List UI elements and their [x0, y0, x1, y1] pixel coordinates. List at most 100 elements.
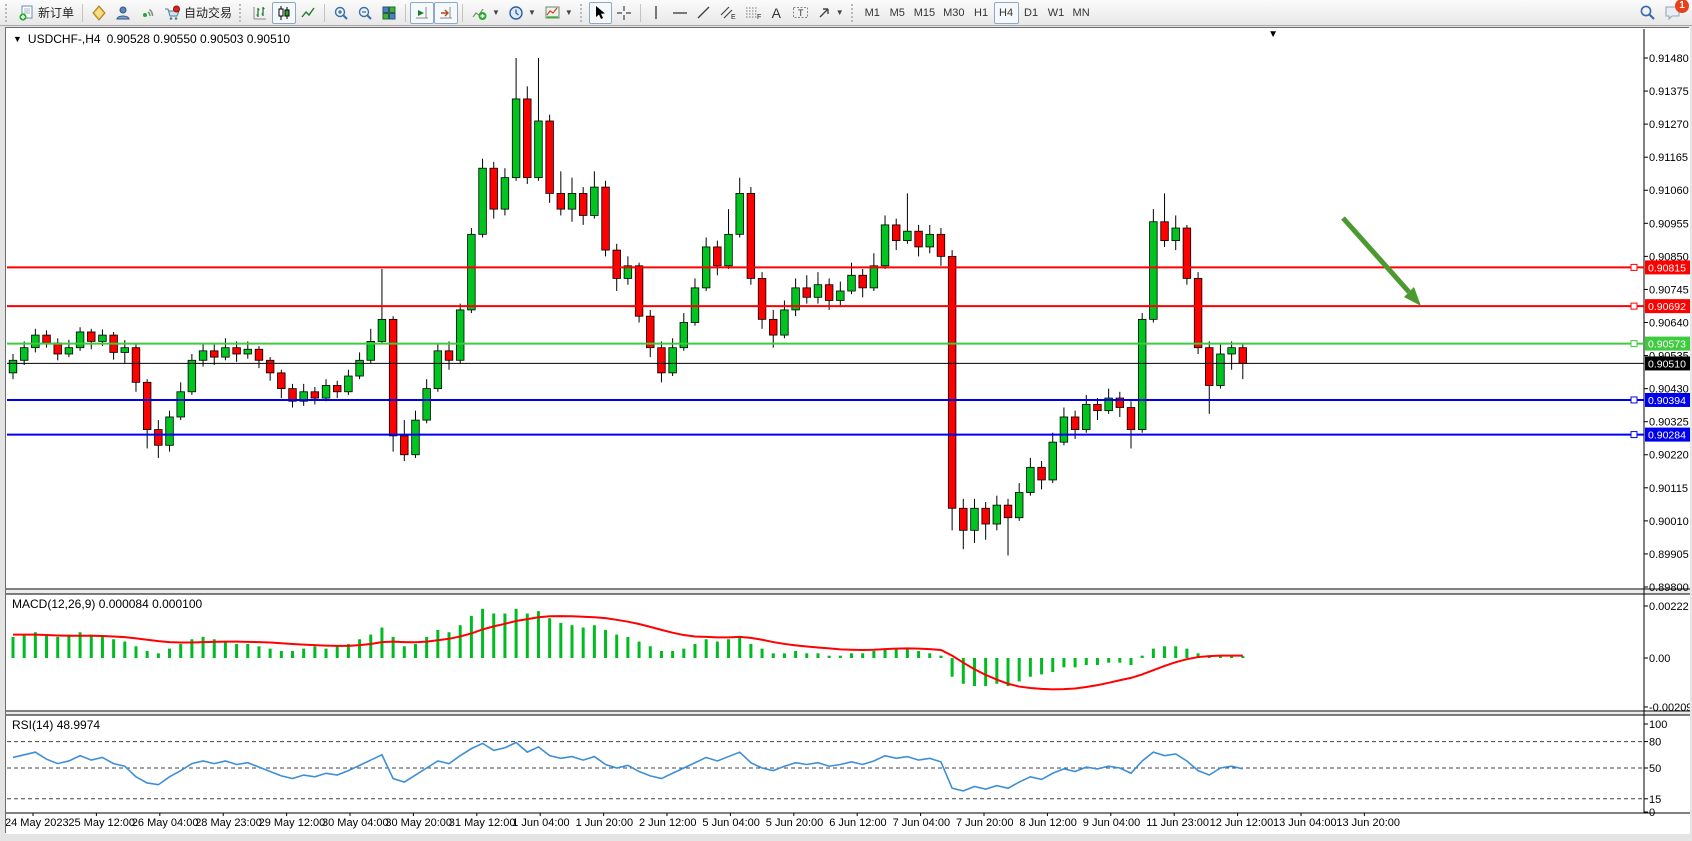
- line-handle[interactable]: [1630, 396, 1638, 404]
- search-icon[interactable]: [1639, 4, 1656, 21]
- indicators-dropdown[interactable]: ▼: [467, 2, 504, 24]
- signals-button[interactable]: [135, 2, 159, 24]
- candlestick-chart-button[interactable]: [272, 1, 297, 24]
- candle-body: [590, 186, 599, 216]
- chart-title: ▼ USDCHF-,H4 0.90528 0.90550 0.90503 0.9…: [13, 32, 290, 46]
- timeframe-button-M15[interactable]: M15: [913, 6, 936, 19]
- chart-ohlc-values: 0.90528 0.90550 0.90503 0.90510: [106, 32, 291, 46]
- zoom-in-button[interactable]: [329, 2, 353, 24]
- arrow-annotation-head[interactable]: [1404, 287, 1421, 306]
- candle-body: [455, 309, 465, 361]
- price-tag-label: 0.90815: [1648, 262, 1686, 274]
- arrows-icon: [819, 8, 829, 18]
- text-button[interactable]: A: [765, 2, 788, 24]
- line-handle[interactable]: [1630, 263, 1638, 271]
- strategy-tester-button[interactable]: [111, 2, 135, 24]
- text-icon: A: [771, 4, 781, 21]
- line-handle[interactable]: [1630, 431, 1638, 439]
- trendline-button[interactable]: [692, 2, 715, 24]
- candle-body: [813, 284, 823, 298]
- notifications-button[interactable]: 1: [1664, 0, 1689, 21]
- equidistant-channel-icon: E: [720, 6, 736, 20]
- pane-separator-gap: [6, 712, 1690, 715]
- price-tick-label: 0.89800: [1649, 582, 1689, 594]
- chart-collapse-arrow[interactable]: ▼: [13, 34, 22, 44]
- tile-windows-button[interactable]: [377, 2, 401, 24]
- chart-shift-button[interactable]: [434, 1, 459, 24]
- candle-body: [232, 347, 241, 355]
- new-order-icon: [19, 5, 33, 21]
- candle-body: [288, 388, 297, 402]
- templates-dropdown[interactable]: ▼: [540, 2, 577, 24]
- candle-body: [925, 233, 934, 248]
- candle-body: [903, 230, 912, 242]
- macd-tick-label: 0.00222: [1649, 601, 1689, 613]
- arrow-annotation[interactable]: [1341, 216, 1411, 294]
- candle-body: [299, 391, 308, 402]
- candle-body: [981, 507, 990, 525]
- timeframe-bar: M1 M5 M15 M30 H1 H4 D1 W1 MN: [860, 1, 1094, 24]
- autotrading-button[interactable]: 自动交易: [159, 2, 236, 24]
- candle-body: [142, 381, 152, 430]
- metaeditor-button[interactable]: [87, 2, 111, 24]
- candle-body: [1227, 347, 1236, 355]
- chart-background[interactable]: [6, 28, 1690, 834]
- new-order-button[interactable]: 新订单: [14, 2, 78, 24]
- arrows-dropdown[interactable]: ▼: [813, 2, 848, 24]
- candle-body: [858, 274, 867, 289]
- chart-canvas[interactable]: 0.91480 0.91375 0.91270 0.91165 0.91060 0.909…: [6, 28, 1690, 834]
- price-tick-label: 0.90010: [1649, 516, 1689, 528]
- cursor-button[interactable]: [588, 1, 612, 24]
- fibonacci-button[interactable]: F: [740, 2, 765, 24]
- line-chart-button[interactable]: [296, 2, 320, 24]
- equidistant-channel-button[interactable]: E: [715, 2, 740, 24]
- horizontal-line-button[interactable]: [668, 2, 692, 24]
- candle-body: [1093, 403, 1102, 412]
- text-label-button[interactable]: T: [788, 2, 813, 24]
- candle-body: [467, 233, 476, 311]
- cursor-icon: [596, 6, 606, 19]
- timeframe-button-W1[interactable]: W1: [1047, 6, 1065, 19]
- chart-window[interactable]: 0.91480 0.91375 0.91270 0.91165 0.91060 0.909…: [5, 27, 1690, 834]
- line-handle[interactable]: [1630, 340, 1638, 348]
- rsi-tick-label: 100: [1649, 719, 1667, 731]
- candle-body: [444, 350, 454, 361]
- price-tick-label: 0.90220: [1649, 450, 1689, 462]
- price-tag-label: 0.90692: [1648, 301, 1686, 313]
- candle-body: [914, 230, 923, 248]
- indicators-icon: [472, 8, 487, 20]
- periods-dropdown[interactable]: ▼: [504, 2, 540, 24]
- candle-body: [511, 98, 521, 179]
- timeframe-button-H1[interactable]: H1: [974, 6, 989, 19]
- time-axis-label: 24 May 2023: [6, 817, 69, 829]
- vertical-line-button[interactable]: [645, 2, 668, 24]
- line-handle[interactable]: [1630, 302, 1638, 310]
- bar-chart-button[interactable]: [248, 2, 272, 24]
- crosshair-button[interactable]: [612, 2, 636, 24]
- timeframe-button-M1[interactable]: M1: [864, 6, 880, 19]
- timeframe-button-MN[interactable]: MN: [1072, 6, 1090, 19]
- timeframe-button-M5[interactable]: M5: [889, 6, 905, 19]
- price-tag-label: 0.90284: [1648, 430, 1686, 442]
- zoom-out-icon: [358, 6, 372, 20]
- candle-body: [411, 419, 420, 456]
- candle-body: [210, 350, 219, 358]
- candle-body: [433, 350, 443, 390]
- time-axis-label: 31 May 12:00: [449, 817, 516, 829]
- vertical-line-icon: [655, 6, 657, 19]
- horizontal-line-icon: [672, 12, 687, 14]
- candle-body: [880, 224, 890, 267]
- price-tick-label: 0.90325: [1649, 417, 1689, 429]
- time-axis-label: 29 May 12:00: [259, 817, 326, 829]
- time-axis-label: 12 Jun 12:00: [1210, 817, 1274, 829]
- time-axis-label: 11 Jun 23:00: [1146, 817, 1209, 829]
- chevron-down-icon: ▼: [527, 8, 536, 17]
- price-tag-label: 0.90510: [1648, 358, 1686, 370]
- timeframe-button-M30[interactable]: M30: [943, 6, 965, 19]
- line-chart-icon: [301, 7, 315, 17]
- timeframe-button-H4[interactable]: H4: [993, 1, 1019, 24]
- auto-scroll-button[interactable]: [410, 1, 435, 24]
- zoom-out-button[interactable]: [353, 2, 377, 24]
- chart-corner-arrow[interactable]: ▼: [1268, 29, 1278, 40]
- timeframe-button-D1[interactable]: D1: [1024, 6, 1039, 19]
